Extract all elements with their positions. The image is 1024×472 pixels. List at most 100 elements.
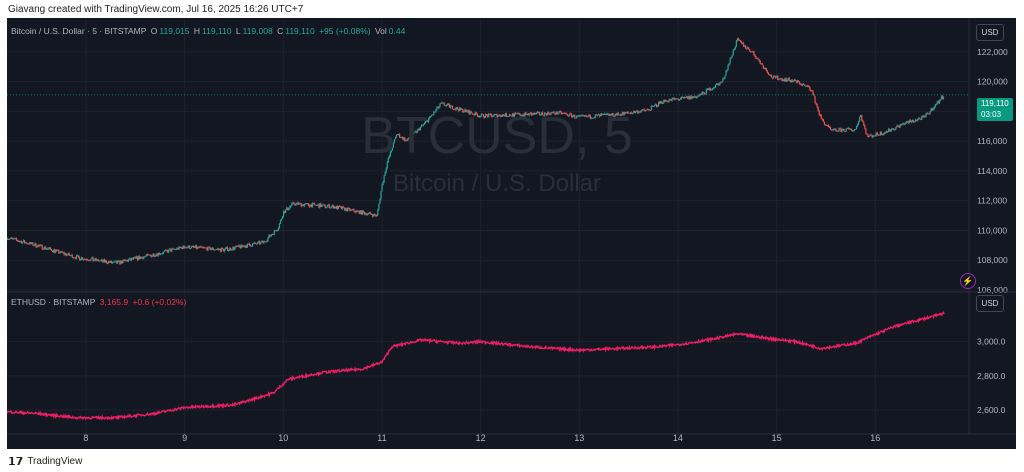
btc-candle [778, 79, 780, 81]
btc-candle [730, 56, 732, 59]
btc-candle [198, 246, 200, 248]
btc-candle [295, 203, 297, 206]
btc-candle [147, 254, 149, 256]
btc-candle [341, 206, 343, 209]
close-key: C [277, 26, 284, 36]
btc-candle [247, 243, 249, 245]
btc-y-tick-label: 112,000 [977, 196, 1007, 206]
btc-candle [394, 136, 397, 140]
btc-candle [477, 116, 479, 117]
btc-candle [153, 254, 155, 257]
x-tick-label: 10 [278, 433, 288, 443]
btc-candle [896, 125, 898, 128]
btc-candle [583, 115, 585, 117]
btc-candle [815, 102, 817, 105]
btc-candle [620, 114, 622, 116]
btc-candle [629, 112, 631, 114]
btc-candle [792, 80, 794, 82]
btc-candle [193, 247, 196, 248]
btc-candle [61, 251, 63, 253]
btc-candle [187, 245, 189, 248]
btc-candle [737, 38, 740, 41]
btc-candle [320, 203, 322, 207]
btc-candle [643, 109, 645, 111]
btc-candle [476, 114, 478, 117]
btc-candle [199, 246, 201, 248]
btc-candle [639, 111, 641, 113]
btc-candle [24, 240, 26, 243]
btc-candle [889, 128, 891, 132]
btc-candle [367, 213, 370, 215]
btc-candle [653, 105, 656, 107]
btc-candle [395, 134, 398, 137]
chart-svg[interactable]: 106,000 108,000 110,000 112,000 114,000 116,0… [7, 18, 1016, 449]
btc-candle [414, 131, 416, 133]
btc-candle [585, 115, 587, 117]
btc-candle [151, 255, 153, 257]
btc-candle [15, 238, 17, 240]
btc-candle [358, 210, 360, 214]
btc-candle [864, 124, 866, 129]
btc-candle [721, 81, 723, 83]
btc-candle [246, 243, 248, 248]
btc-candle [744, 45, 746, 47]
btc-candle [423, 122, 426, 125]
btc-candle [715, 84, 717, 88]
btc-legend[interactable]: Bitcoin / U.S. Dollar · 5 · BITSTAMP O 11… [11, 26, 407, 36]
btc-candle [897, 125, 899, 127]
btc-symbol-label[interactable]: Bitcoin / U.S. Dollar · 5 · BITSTAMP [11, 26, 147, 36]
btc-candle [374, 213, 376, 215]
btc-candle [127, 259, 129, 262]
btc-candle [111, 261, 113, 263]
btc-candle [59, 252, 61, 254]
btc-candle [632, 112, 634, 114]
btc-candle [413, 132, 415, 134]
btc-candle [214, 249, 216, 251]
btc-candle [29, 242, 31, 245]
btc-candle [617, 112, 619, 115]
btc-candle [418, 128, 420, 131]
btc-candle [403, 138, 405, 140]
btc-currency-button[interactable]: USD [976, 24, 1004, 41]
btc-candle [337, 206, 340, 209]
eth-symbol-label[interactable]: ETHUSD · BITSTAMP [11, 297, 96, 307]
btc-candle [828, 127, 831, 128]
btc-candle [846, 128, 848, 130]
btc-candle [172, 248, 174, 250]
btc-candle [740, 41, 743, 44]
btc-candle [329, 207, 331, 209]
btc-candle [219, 248, 222, 252]
btc-candle [277, 228, 280, 231]
eth-value: 3,165.9 [99, 297, 129, 307]
eth-currency-button[interactable]: USD [976, 295, 1004, 312]
btc-candle [34, 243, 36, 246]
btc-candle [644, 110, 646, 112]
eth-legend[interactable]: ETHUSD · BITSTAMP 3,165.9 +0.6 (+0.02%) [11, 297, 188, 307]
btc-candle [178, 246, 180, 250]
btc-candle [774, 75, 776, 77]
btc-candle [628, 112, 630, 114]
btc-candle [689, 96, 691, 99]
btc-candle [760, 63, 762, 65]
btc-candle [309, 204, 312, 207]
btc-candle [362, 210, 364, 213]
chart-area[interactable]: 106,000 108,000 110,000 112,000 114,000 116,0… [7, 18, 1016, 449]
btc-candle [144, 256, 146, 258]
footer-brand: TradingView [27, 456, 83, 467]
x-tick-label: 14 [673, 433, 683, 443]
btc-candle [323, 204, 325, 206]
btc-candle [140, 257, 142, 259]
btc-candle [42, 248, 44, 250]
btc-candle [121, 260, 123, 264]
btc-candle [302, 204, 304, 206]
btc-candle [588, 114, 590, 117]
btc-candle [481, 114, 484, 115]
btc-candle [148, 254, 150, 256]
btc-candle [11, 237, 13, 239]
btc-candle [270, 235, 272, 237]
btc-candle [532, 113, 534, 115]
btc-candle [96, 259, 98, 261]
btc-candle [713, 87, 716, 89]
lightning-bolt-icon[interactable]: ⚡ [960, 273, 976, 289]
btc-candle [580, 115, 582, 117]
